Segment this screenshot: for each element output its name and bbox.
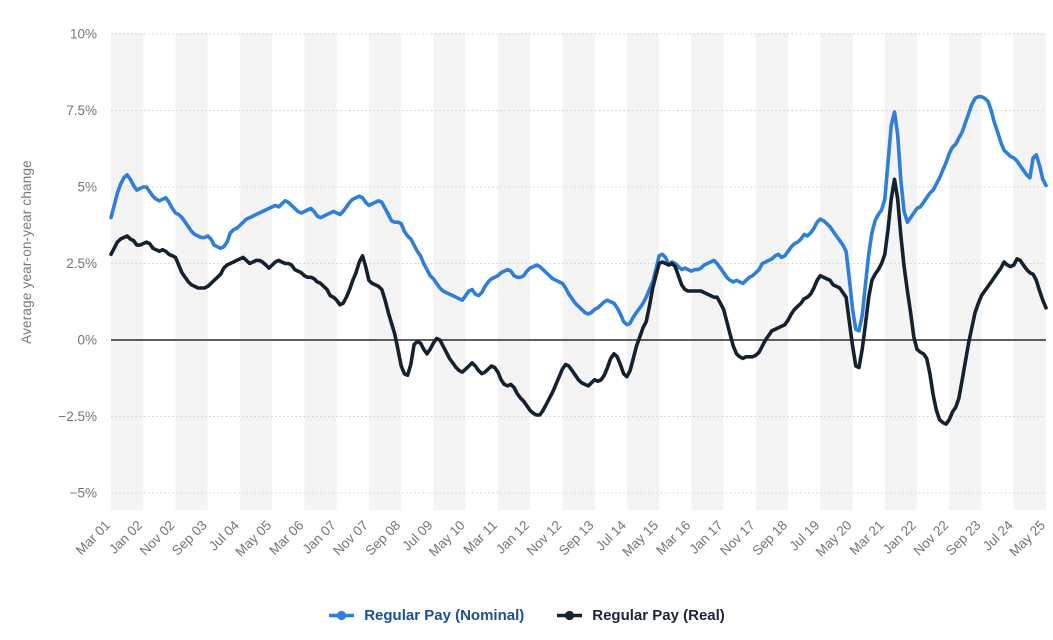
x-tick-label: May 25: [1006, 518, 1048, 560]
x-tick-label: Sep 23: [943, 518, 984, 559]
x-tick-label: Mar 16: [653, 518, 693, 558]
background-band: [111, 33, 144, 510]
x-tick-label: Nov 02: [137, 518, 178, 559]
y-tick-label: 0%: [77, 333, 97, 348]
series-line-nominal[interactable]: [109, 94, 1048, 333]
x-tick-label: Mar 06: [266, 518, 306, 558]
legend-item-real[interactable]: Regular Pay (Real): [556, 607, 725, 624]
nominal-line-dot-icon: [329, 610, 355, 621]
y-axis-title: Average year-on-year change: [19, 160, 34, 344]
background-band: [562, 33, 595, 510]
x-tick-label: Mar 11: [460, 518, 500, 558]
y-tick-label: −5%: [70, 486, 97, 501]
x-tick-label: Mar 21: [847, 518, 887, 558]
background-band: [433, 33, 466, 510]
x-tick-label: May 05: [232, 518, 274, 560]
background-band: [240, 33, 273, 510]
background-band: [884, 33, 917, 510]
y-tick-label: −2.5%: [58, 409, 97, 424]
x-tick-label: Nov 17: [717, 518, 758, 559]
legend-item-nominal[interactable]: Regular Pay (Nominal): [328, 607, 524, 624]
x-tick-label: Nov 22: [911, 518, 952, 559]
background-band: [304, 33, 337, 510]
y-tick-label: 7.5%: [66, 103, 97, 118]
background-band: [949, 33, 982, 510]
x-tick-label: Sep 13: [556, 518, 597, 559]
x-tick-label: Nov 12: [524, 518, 565, 559]
legend-label-nominal: Regular Pay (Nominal): [364, 607, 525, 624]
y-tick-label: 10%: [70, 27, 97, 42]
y-tick-label: 5%: [77, 180, 97, 195]
x-tick-label: Nov 07: [330, 518, 371, 559]
x-tick-label: Sep 08: [362, 518, 403, 559]
background-band: [755, 33, 788, 510]
y-tick-label: 2.5%: [66, 256, 97, 271]
real-line-dot-icon: [557, 610, 583, 621]
x-tick-label: Sep 18: [749, 518, 790, 559]
x-tick-label: Mar 01: [73, 518, 113, 558]
background-band: [368, 33, 402, 510]
x-tick-label: May 10: [426, 518, 468, 560]
x-tick-label: May 15: [619, 518, 661, 560]
x-tick-label: May 20: [813, 518, 855, 560]
legend-label-real: Regular Pay (Real): [592, 607, 725, 624]
background-band: [691, 33, 724, 510]
x-tick-label: Sep 03: [169, 518, 210, 559]
series-line-real[interactable]: [109, 177, 1048, 426]
legend: Regular Pay (Nominal) Regular Pay (Real): [0, 607, 1053, 624]
